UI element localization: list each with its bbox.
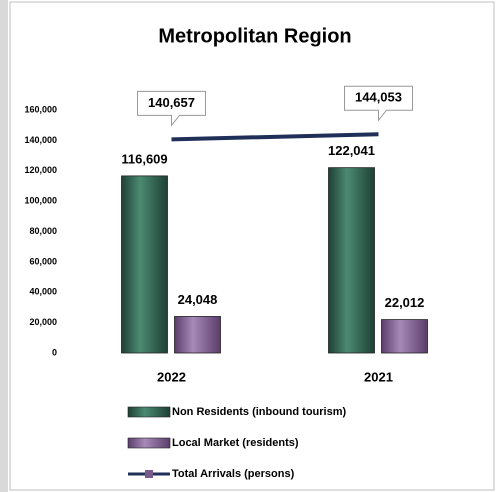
bar: [174, 316, 221, 354]
y-tick-label: 0: [52, 347, 57, 357]
y-tick-label: 40,000: [29, 287, 57, 297]
bar: [328, 167, 375, 354]
y-tick-label: 20,000: [29, 317, 57, 327]
data-label: 122,041: [328, 143, 375, 158]
bar: [381, 319, 428, 354]
chart-title: Metropolitan Region: [158, 25, 351, 47]
line: [171, 132, 379, 142]
side-strip: [0, 0, 8, 492]
data-label: 116,609: [121, 151, 167, 166]
y-tick-label: 120,000: [24, 165, 57, 175]
legend-label: Total Arrivals (persons): [172, 468, 295, 480]
y-tick-label: 140,000: [24, 135, 57, 145]
x-tick-label: 2022: [157, 369, 186, 384]
data-label: 22,012: [385, 295, 425, 310]
y-tick-label: 60,000: [29, 256, 57, 266]
legend-swatch: [127, 437, 171, 449]
y-tick-label: 80,000: [29, 226, 57, 236]
data-label: 24,048: [178, 292, 218, 307]
legend-marker: [145, 470, 153, 478]
legend-label: Local Market (residents): [172, 437, 299, 449]
y-tick-label: 100,000: [24, 196, 57, 206]
data-label: 144,053: [355, 90, 402, 105]
data-label: 140,657: [148, 95, 195, 110]
bar: [121, 175, 168, 354]
callout: [344, 85, 413, 122]
x-tick-label: 2021: [364, 369, 393, 384]
legend-label: Non Residents (inbound tourism): [172, 406, 346, 418]
callout: [137, 90, 206, 127]
y-tick-label: 160,000: [24, 104, 57, 114]
chart-frame: [9, 1, 495, 491]
legend-swatch: [127, 406, 171, 418]
